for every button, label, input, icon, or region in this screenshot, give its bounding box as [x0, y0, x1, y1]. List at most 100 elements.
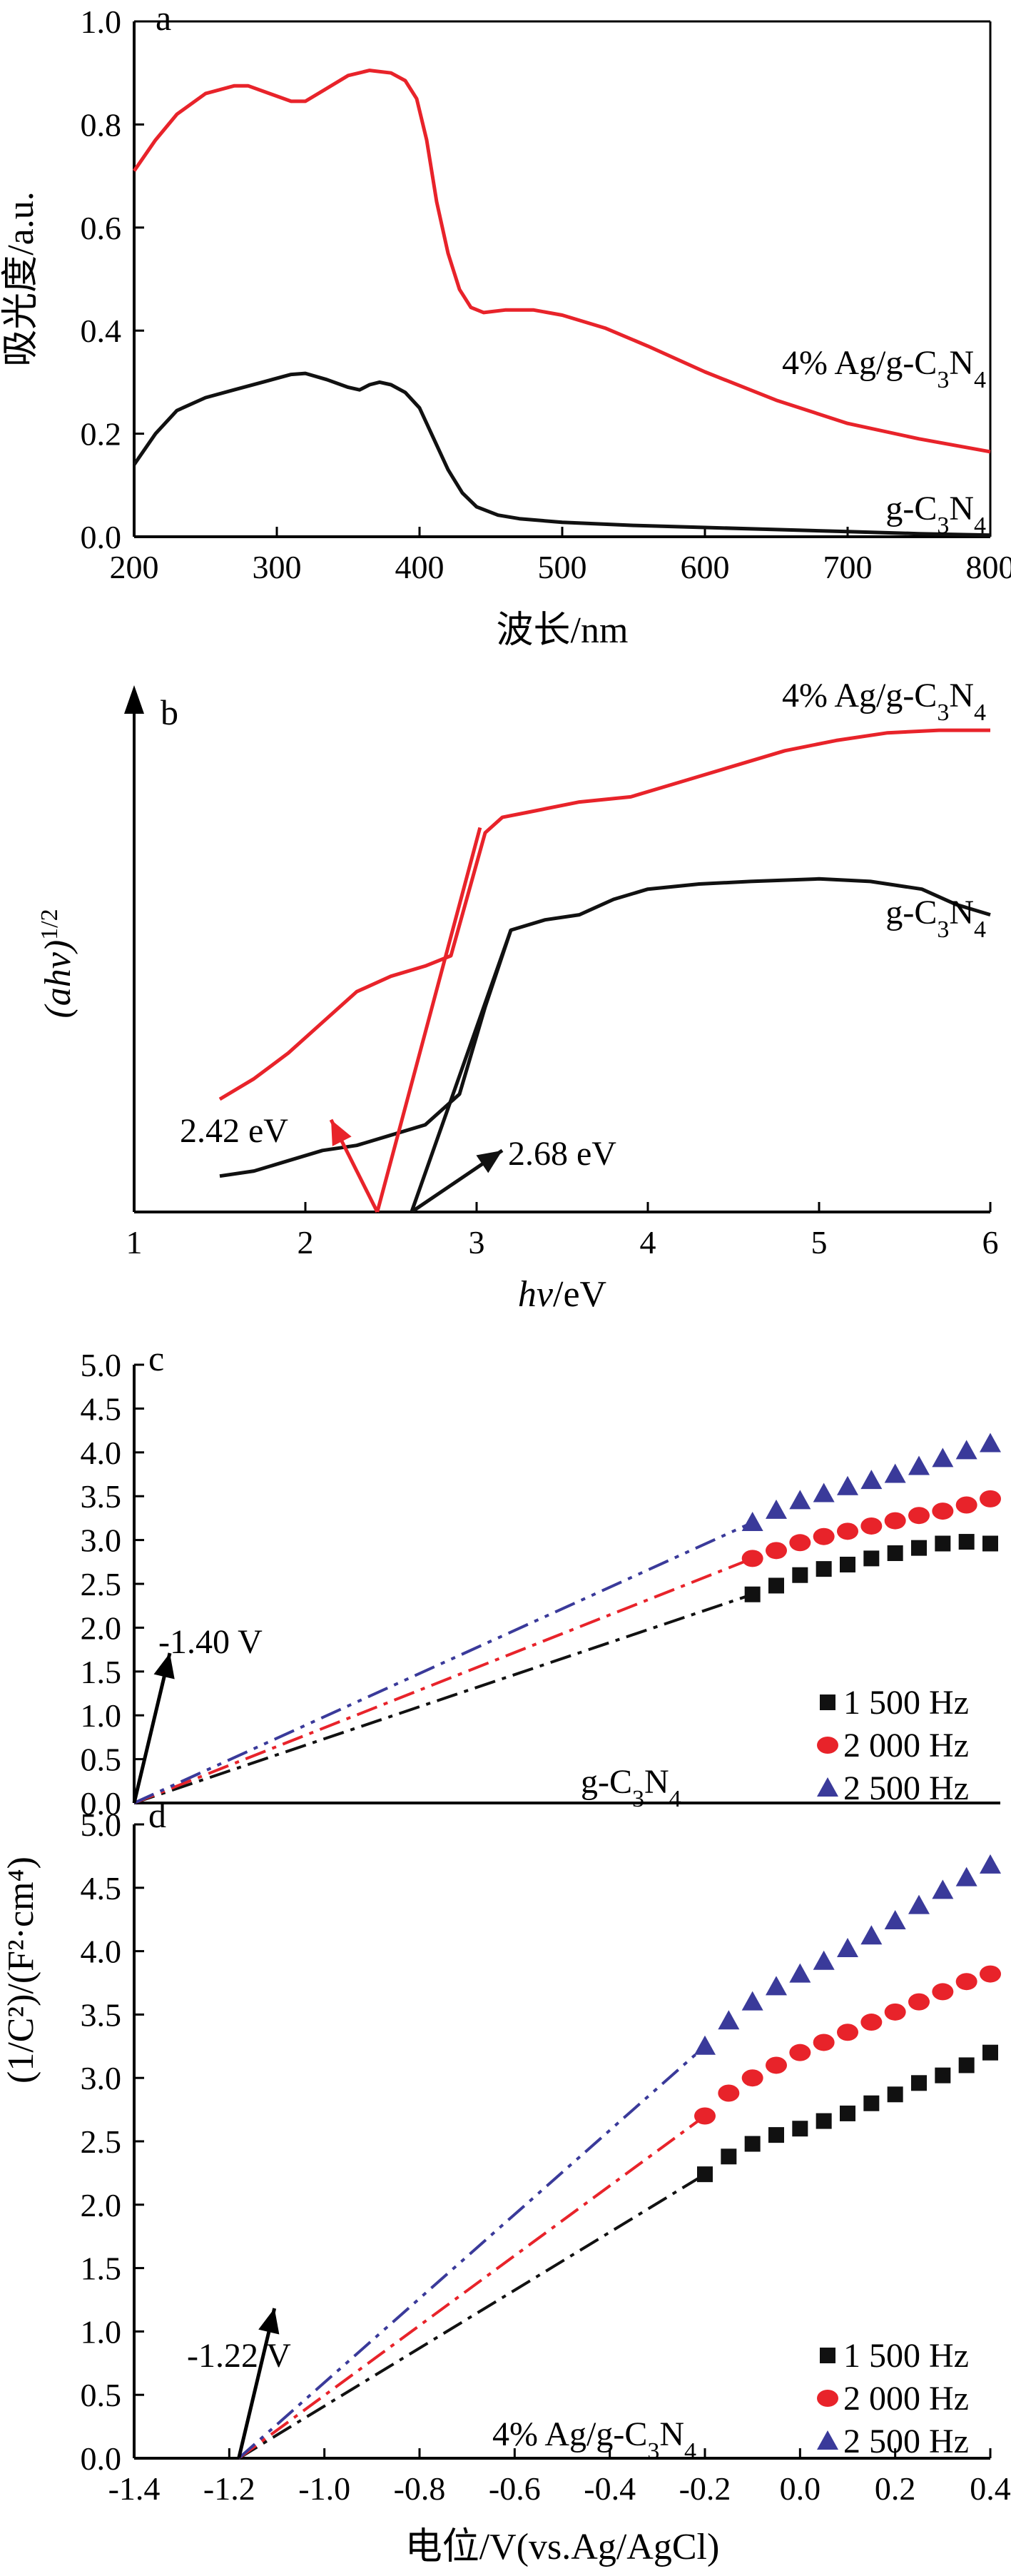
panel-a-y-axis-label: 吸光度/a.u.: [1, 191, 41, 367]
panel-d-y-tick-label: 1.5: [81, 2251, 122, 2287]
legend-label: 2 000 Hz: [843, 1727, 969, 1764]
panel-c-point-2500hz: [837, 1475, 858, 1495]
panel-a-y-tick-label: 0.0: [81, 519, 122, 555]
panel-c-legend: 1 500 Hz 2 000 Hz 2 500 Hz: [817, 1684, 969, 1807]
panel-c-y-tick-label: 3.0: [81, 1522, 122, 1559]
panel-c-point-2500hz: [955, 1440, 977, 1460]
panel-d-point-1500hz: [887, 2086, 903, 2103]
panel-d-y-tick-label: 3.5: [81, 1996, 122, 2033]
panel-d-point-2000hz: [813, 2034, 835, 2051]
panel-d-point-2500hz: [955, 1867, 977, 1886]
panel-d-point-1500hz: [935, 2067, 951, 2083]
panel-c-point-1500hz: [768, 1577, 784, 1594]
panel-c-point-2000hz: [813, 1527, 835, 1545]
panel-c-point-2000hz: [980, 1490, 1001, 1507]
panel-c-y-tick-label: 4.0: [81, 1435, 122, 1471]
panel-c-point-1500hz: [816, 1561, 832, 1577]
panel-d-point-1500hz: [721, 2148, 737, 2165]
panel-b-line-ag: [218, 728, 990, 1101]
panel-c-point-2000hz: [932, 1502, 954, 1520]
panel-d-sample-label: 4% Ag/g-C3N4: [492, 2415, 696, 2465]
panel-d-x-tick-label: -0.8: [394, 2470, 446, 2507]
panel-d-y-tick-label: 0.0: [81, 2440, 122, 2477]
panel-d-x-ticks: -1.4 -1.2 -1.0 -0.8 -0.6 -0.4 -0.2 0.0 0.2 0.4: [108, 2448, 1011, 2507]
legend-label: 1 500 Hz: [843, 2337, 969, 2375]
mott-schottky-panel-c: 0.0 0.5 1.0 1.5 2.0 2.5 3.0 3.5 4.0 4.5 5.0 c -1.4…: [81, 1338, 1001, 1822]
panel-d-y-tick-label: 0.5: [81, 2377, 122, 2413]
panel-c-y-tick-label: 2.5: [81, 1566, 122, 1602]
legend-circle-marker: [817, 1737, 838, 1754]
panel-d-point-2500hz: [741, 1991, 763, 2011]
panel-c-point-2500hz: [908, 1455, 930, 1475]
panel-d-point-2500hz: [980, 1854, 1001, 1874]
panel-c-point-2500hz: [860, 1470, 883, 1490]
panel-c-point-2000hz: [837, 1522, 858, 1540]
panel-d-point-2000hz: [694, 2107, 716, 2125]
panel-c-y-tick-label: 4.5: [81, 1390, 122, 1427]
panel-d-label: d: [148, 1795, 166, 1835]
panel-b-y-axis-label: (ahv)1/2: [36, 909, 79, 1018]
panel-d-point-2000hz: [980, 1965, 1001, 1983]
panel-d-point-1500hz: [982, 2044, 998, 2061]
panel-d-point-1500hz: [958, 2057, 975, 2074]
panel-d-point-2500hz: [813, 1950, 835, 1970]
legend-label: 2 500 Hz: [843, 2423, 969, 2460]
panel-a-y-tick-label: 0.2: [81, 416, 122, 453]
panel-b-x-tick-label: 3: [469, 1224, 485, 1261]
panel-c-sample-label: g-C3N4: [581, 1763, 681, 1812]
panel-c-point-2000hz: [741, 1550, 763, 1567]
panel-c-y-tick-label: 2.0: [81, 1610, 122, 1646]
panel-a-x-tick-label: 200: [110, 549, 159, 585]
panel-d-point-1500hz: [792, 2121, 808, 2137]
panel-c-point-2500hz: [789, 1490, 811, 1510]
panel-d-point-1500hz: [744, 2136, 761, 2152]
panel-a-x-ticks: 200 300 400 500 600 700 800: [110, 527, 1011, 585]
legend-label: 2 000 Hz: [843, 2380, 969, 2418]
panel-d-point-2000hz: [837, 2024, 858, 2041]
panel-d-point-2500hz: [932, 1879, 954, 1899]
legend-triangle-marker: [817, 1777, 838, 1797]
panel-a-series-label-gcn: g-C3N4: [885, 490, 986, 539]
panel-a-y-tick-label: 0.4: [81, 313, 122, 349]
arrowhead-icon: [331, 1119, 352, 1146]
panel-d-intercept-label: -1.22 V: [187, 2337, 291, 2375]
panel-d-point-1500hz: [768, 2127, 784, 2143]
panel-b-x-tick-label: 4: [640, 1224, 656, 1261]
panel-d-x-tick-label: -1.4: [108, 2470, 161, 2507]
panel-d-x-axis-label: 电位/V(vs.Ag/AgCl): [405, 2527, 720, 2567]
panel-a-x-tick-label: 400: [395, 549, 444, 585]
panel-c-series: [132, 1433, 1001, 1804]
panel-c-label: c: [148, 1338, 164, 1378]
panel-d-point-1500hz: [816, 2113, 832, 2129]
panel-b-x-tick-label: 2: [298, 1224, 314, 1261]
panel-d-legend: 1 500 Hz 2 000 Hz 2 500 Hz: [817, 2337, 969, 2460]
panel-b-tangent-line: [410, 929, 513, 1213]
panel-c-y-tick-label: 0.5: [81, 1742, 122, 1778]
panel-d-point-2000hz: [741, 2069, 763, 2087]
panel-d-point-2000hz: [766, 2056, 787, 2074]
panel-d-y-ticks: 0.0 0.5 1.0 1.5 2.0 2.5 3.0 3.5 4.0 4.5 5.0: [81, 1807, 144, 2477]
panel-a-x-tick-label: 500: [538, 549, 587, 585]
panel-c-point-2500hz: [932, 1448, 954, 1468]
legend-circle-marker: [817, 2390, 838, 2407]
panel-b-series-label-gcn: g-C3N4: [885, 894, 986, 943]
panel-d-point-2000hz: [955, 1973, 977, 1991]
legend-label: 2 500 Hz: [843, 1769, 969, 1807]
panel-d-point-1500hz: [697, 2166, 713, 2183]
panel-b-bandgap-ag-label: 2.42 eV: [180, 1112, 288, 1150]
panel-a-series-label-ag: 4% Ag/g-C3N4: [782, 344, 986, 393]
panel-a-y-tick-label: 0.8: [81, 106, 122, 143]
legend-label: 1 500 Hz: [843, 1684, 969, 1722]
panel-a-line-gcn: [132, 371, 991, 537]
panel-b-x-tick-label: 5: [811, 1224, 828, 1261]
panel-d-point-2500hz: [694, 2035, 716, 2055]
panel-a-x-tick-label: 300: [253, 549, 302, 585]
panel-d-y-tick-label: 4.0: [81, 1934, 122, 1970]
panel-c-point-2000hz: [860, 1517, 883, 1535]
panel-d-x-tick-label: -1.0: [298, 2470, 350, 2507]
panel-a-y-ticks: 0.0 0.2 0.4 0.6 0.8 1.0: [81, 4, 144, 555]
panel-c-point-2000hz: [884, 1512, 906, 1530]
panel-d-series: [237, 1854, 1001, 2460]
panel-a-x-tick-label: 600: [681, 549, 730, 585]
